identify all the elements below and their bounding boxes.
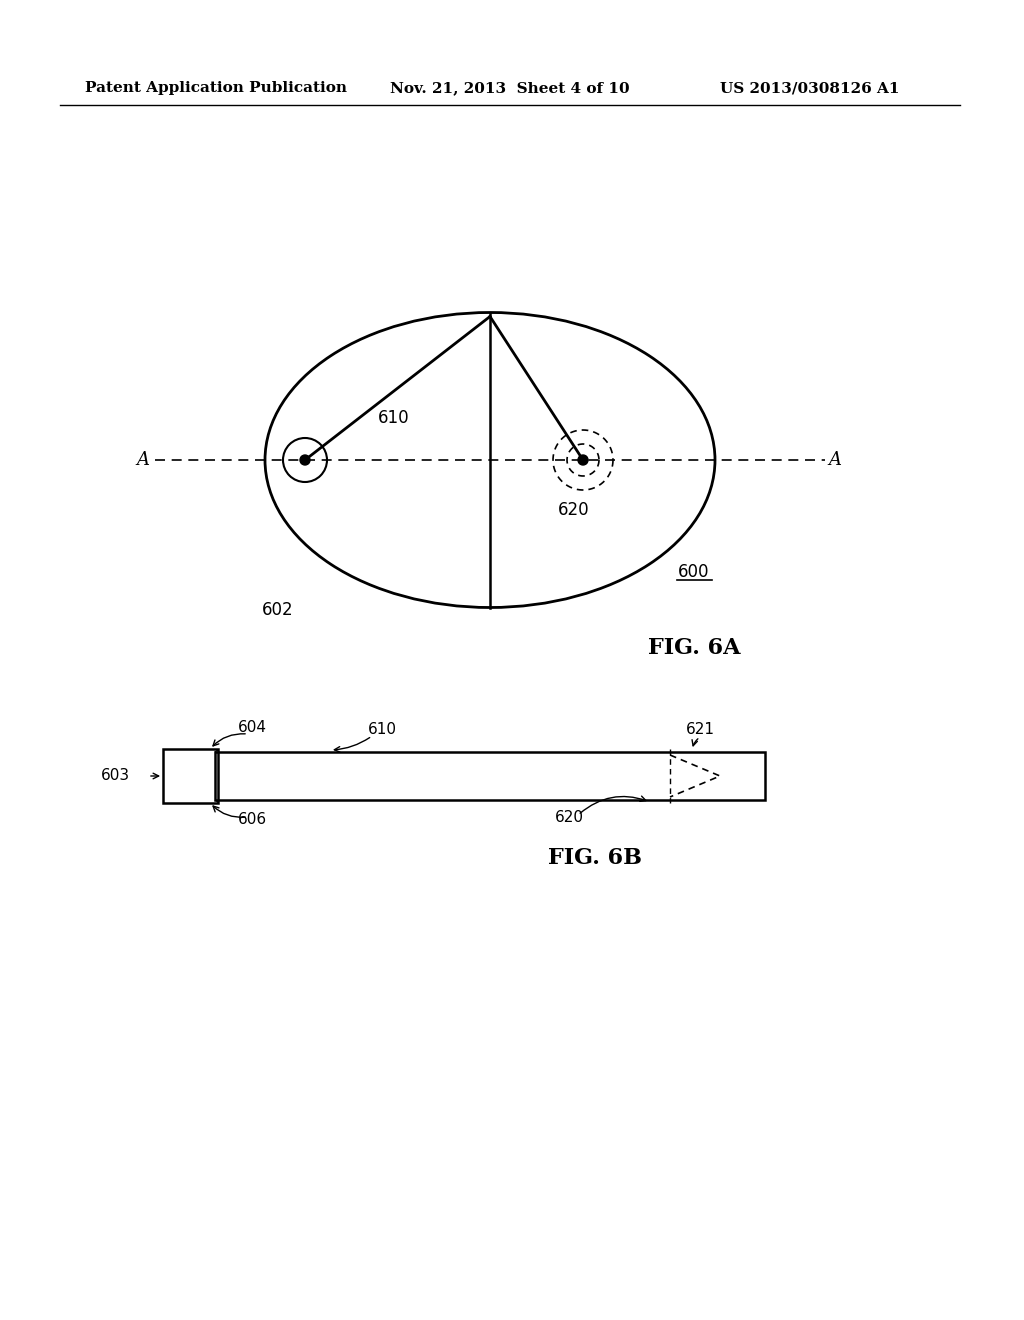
Text: 610: 610 (378, 409, 410, 426)
Text: US 2013/0308126 A1: US 2013/0308126 A1 (720, 81, 899, 95)
Text: 610: 610 (368, 722, 397, 738)
Circle shape (578, 455, 588, 465)
Circle shape (300, 455, 310, 465)
Text: FIG. 6A: FIG. 6A (648, 638, 740, 659)
Text: 606: 606 (238, 813, 267, 828)
Text: 603: 603 (101, 768, 130, 784)
Text: 600: 600 (678, 564, 710, 581)
Text: 620: 620 (555, 810, 584, 825)
Text: 604: 604 (238, 721, 267, 735)
Text: A: A (828, 451, 842, 469)
Bar (163, 748, 218, 803)
Text: 621: 621 (686, 722, 715, 738)
Text: A: A (136, 451, 150, 469)
Bar (215, 752, 765, 800)
Text: Nov. 21, 2013  Sheet 4 of 10: Nov. 21, 2013 Sheet 4 of 10 (390, 81, 630, 95)
Text: 620: 620 (558, 502, 590, 519)
Text: Patent Application Publication: Patent Application Publication (85, 81, 347, 95)
Text: 602: 602 (262, 601, 294, 619)
Text: FIG. 6B: FIG. 6B (548, 847, 642, 869)
